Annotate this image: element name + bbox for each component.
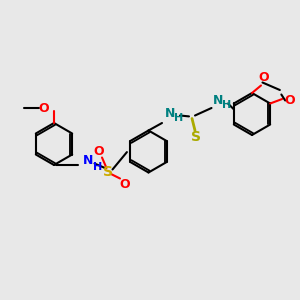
Text: S: S	[191, 130, 202, 144]
Text: N: N	[213, 94, 223, 107]
Text: S: S	[103, 166, 113, 179]
Text: N: N	[165, 107, 175, 121]
Text: H: H	[175, 113, 184, 124]
Text: O: O	[284, 94, 295, 107]
Text: H: H	[93, 161, 102, 172]
Text: H: H	[223, 100, 232, 110]
Text: N: N	[83, 154, 94, 167]
Text: O: O	[259, 71, 269, 85]
Text: O: O	[94, 145, 104, 158]
Text: O: O	[119, 178, 130, 191]
Text: O: O	[38, 101, 49, 115]
